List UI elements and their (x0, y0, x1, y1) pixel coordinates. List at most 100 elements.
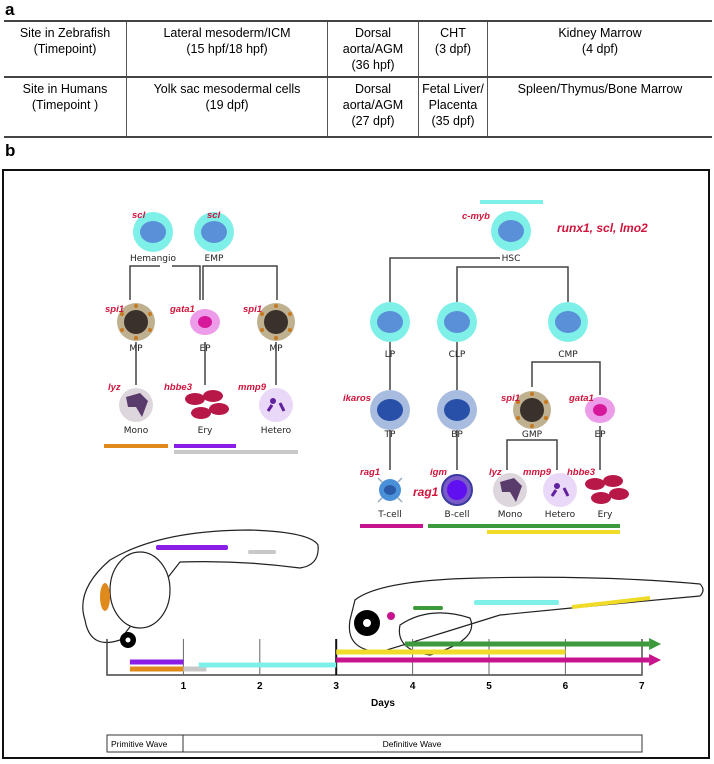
cell-label: MP (269, 344, 283, 354)
timeline-bar (336, 649, 566, 655)
hsc-cell-icon (491, 211, 531, 251)
cell-label: EP (199, 344, 211, 354)
cell-label: CLP (449, 350, 466, 360)
cell-label: Hetero (545, 510, 576, 520)
erythrocyte-icon (185, 390, 229, 419)
clp-cell-icon (437, 302, 477, 342)
t-cell-icon (377, 477, 403, 503)
ery-bar (487, 530, 620, 534)
gene-label: igm (430, 467, 447, 478)
tick-label: 4 (410, 681, 416, 692)
lp-cell-icon (370, 302, 410, 342)
cell-label: GMP (522, 430, 543, 440)
cell-label: Hemangio (130, 254, 177, 264)
tick-label: 7 (639, 681, 645, 692)
cell-label: Ery (198, 426, 213, 436)
cell-label: B-cell (445, 510, 470, 520)
tick-label: 5 (486, 681, 492, 692)
table-row: Site in Zebrafish (Timepoint) Lateral mes… (4, 20, 712, 78)
table-cell: Fetal Liver/Placenta (35 dpf) (418, 76, 488, 138)
gene-label: mmp9 (238, 382, 267, 393)
t-cell-bar (360, 524, 423, 528)
table-cell: CHT (3 dpf) (418, 20, 488, 78)
embryo-illustration (82, 529, 319, 648)
tick-label: 6 (563, 681, 569, 692)
hsc-bar (480, 200, 543, 204)
b-cell-icon (441, 474, 473, 506)
larva-illustration (348, 576, 704, 656)
timeline-bar (336, 657, 650, 663)
erythrocyte-icon (585, 475, 629, 504)
table-cell: Lateral mesoderm/ICM (15 hpf/18 hpf) (126, 20, 328, 78)
myeloid-bar (428, 524, 620, 528)
timeline-axis: 1 2 3 4 5 6 7 (106, 638, 662, 692)
tick-label: 3 (333, 681, 339, 692)
hematopoiesis-site-table: Site in Zebrafish (Timepoint) Lateral mes… (4, 20, 712, 138)
monocyte-bar (104, 444, 168, 448)
macrophage-progenitor-icon (257, 303, 295, 341)
monocyte-icon (493, 473, 527, 507)
timeline-bar (404, 641, 650, 647)
cell-label: LP (385, 350, 396, 360)
timeline-bar (129, 659, 184, 665)
panel-a-label: a (5, 0, 15, 19)
definitive-wave-label: Definitive Wave (383, 739, 442, 749)
definitive-lineage-tree: HSC LP CLP CMP TP BP GMP EP T-cell B-cel… (343, 200, 648, 534)
tick-label: 1 (181, 681, 187, 692)
table-cell: Yolk sac mesodermal cells (19 dpf) (126, 76, 328, 138)
cell-label: TP (384, 430, 396, 440)
gene-label: scl (132, 210, 146, 221)
panel-b-frame (2, 169, 710, 759)
gene-label: hbbe3 (164, 382, 193, 393)
timeline-bar (129, 666, 184, 672)
tick-label: 2 (257, 681, 263, 692)
cell-label: Hetero (261, 426, 292, 436)
timeline-bar (198, 662, 337, 668)
wave-bar: Primitive Wave Definitive Wave (106, 734, 643, 753)
arrow-head-icon (649, 638, 662, 650)
timeline-bar (183, 666, 207, 672)
cell-label: CMP (558, 350, 578, 360)
table-cell: Kidney Marrow (4 dpf) (487, 20, 712, 78)
cell-label: HSC (502, 254, 521, 264)
cell-label: EMP (205, 254, 224, 264)
cell-label: T-cell (377, 510, 401, 520)
gene-label: gata1 (169, 304, 195, 315)
heterophil-bar (174, 450, 298, 454)
cell-label: MP (129, 344, 143, 354)
heterophil-icon (257, 386, 295, 424)
table-cell: Spleen/Thymus/Bone Marrow (487, 76, 712, 138)
gene-label: gata1 (568, 393, 594, 404)
cell-label: Mono (124, 426, 149, 436)
gene-label: scl (207, 210, 221, 221)
gene-label: rag1 (413, 485, 439, 499)
table-cell: Site in Humans (Timepoint ) (4, 76, 127, 138)
heterophil-icon (541, 471, 579, 509)
arrow-head-icon (649, 654, 662, 666)
gene-label: lyz (108, 382, 121, 393)
bp-cell-icon (437, 390, 477, 430)
cell-label: Mono (498, 510, 523, 520)
erythroid-bar (174, 444, 236, 448)
table-cell: Dorsal aorta/AGM (36 hpf) (327, 20, 419, 78)
table-cell: Site in Zebrafish (Timepoint) (4, 20, 127, 78)
gene-label: spi1 (501, 393, 520, 404)
gene-label: lyz (489, 467, 502, 478)
gene-label: c-myb (462, 211, 490, 222)
gene-label: spi1 (105, 304, 124, 315)
monocyte-icon (119, 388, 153, 422)
gene-label: rag1 (360, 467, 380, 478)
gene-label: ikaros (343, 393, 371, 404)
table-cell: Dorsal aorta/AGM (27 dpf) (327, 76, 419, 138)
panel-b-label: b (5, 141, 16, 160)
tp-cell-icon (370, 390, 410, 430)
timeline-xlabel: Days (371, 698, 395, 709)
primitive-wave-label: Primitive Wave (111, 739, 168, 749)
gene-label: hbbe3 (567, 467, 596, 478)
gene-label: spi1 (243, 304, 262, 315)
primitive-lineage-tree: Hemangio EMP MP EP MP Mono Ery Hetero sc… (104, 210, 298, 454)
hsc-marker-genes: runx1, scl, lmo2 (557, 221, 648, 235)
cmp-cell-icon (548, 302, 588, 342)
cell-label: BP (451, 430, 463, 440)
